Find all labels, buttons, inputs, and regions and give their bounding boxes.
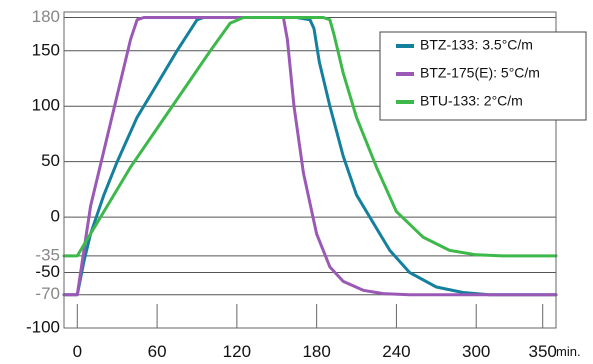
legend-box (379, 31, 587, 121)
y-tick-label: -70 (35, 284, 60, 303)
x-tick-label: 240 (382, 342, 410, 361)
y-tick-label: -35 (35, 245, 60, 264)
x-tick-label: 180 (302, 342, 330, 361)
series-lines (62, 16, 558, 297)
legend-label: BTZ-175(E): 5°C/m (420, 65, 540, 81)
legend-label: BTU-133: 2°C/m (420, 93, 523, 109)
x-tick-label: 300 (462, 342, 490, 361)
y-tick-label: 150 (32, 40, 60, 59)
y-tick-label: 50 (41, 151, 60, 170)
x-tick-label: 0 (73, 342, 82, 361)
series-line (62, 16, 558, 297)
x-tick-label: 350 (529, 342, 557, 361)
y-axis-ticks: 180 150 100 50 0 -35-50 -70 -100 (26, 7, 60, 336)
legend: BTZ-133: 3.5°C/m BTZ-175(E): 5°C/m BTU-133… (379, 31, 587, 121)
legend-label: BTZ-133: 3.5°C/m (420, 37, 533, 53)
x-tick-label: 120 (223, 342, 251, 361)
grid-lines (64, 17, 556, 296)
y-tick-label: 180 (32, 7, 60, 26)
series-line (62, 16, 558, 258)
plot-frame (63, 11, 557, 329)
y-tick-label: -50 (35, 262, 60, 281)
x-tick-label: 60 (148, 342, 167, 361)
y-tick-label: 0 (51, 207, 60, 226)
x-axis-ticks: 0 60 120 180 240 300 350 (73, 304, 557, 361)
y-tick-label: 100 (32, 96, 60, 115)
x-axis-unit: min. (556, 344, 581, 359)
y-tick-label: -100 (26, 317, 60, 336)
